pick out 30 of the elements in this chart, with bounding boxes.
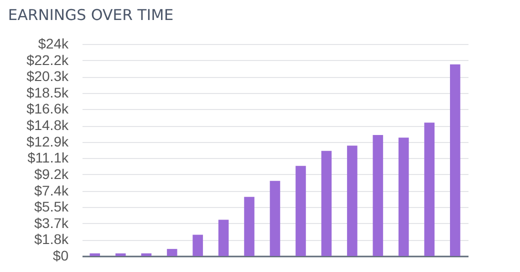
bar — [90, 253, 100, 256]
bar — [372, 134, 384, 256]
y-tick-label: $5.5k — [34, 198, 70, 215]
bar — [424, 122, 435, 256]
bar — [347, 146, 358, 256]
y-tick-label: $0 — [52, 248, 69, 264]
bar — [321, 150, 332, 256]
bar — [270, 180, 280, 256]
bar — [244, 196, 254, 256]
bar — [141, 253, 152, 256]
bar — [166, 248, 178, 256]
y-tick-label: $11.1k — [28, 150, 70, 166]
y-tick-label: $22.2k — [26, 52, 70, 68]
y-tick-label: $3.7k — [34, 214, 70, 231]
y-tick-label: $20.3k — [26, 68, 70, 84]
chart-title: EARNINGS OVER TIME — [8, 6, 174, 24]
y-tick-label: $9.2k — [34, 166, 70, 182]
y-tick-label: $1.8k — [34, 231, 70, 248]
bar — [115, 253, 126, 256]
y-tick-label: $12.9k — [26, 133, 70, 150]
bar — [398, 138, 409, 256]
y-tick-label: $14.8k — [26, 117, 70, 134]
bar — [296, 166, 306, 256]
y-tick-label: $16.6k — [26, 100, 70, 117]
bar — [218, 220, 229, 256]
bar — [192, 234, 203, 256]
y-tick-label: $18.5k — [26, 84, 70, 100]
y-tick-label: $7.4k — [34, 182, 70, 198]
bar — [450, 64, 460, 256]
y-tick-label: $24k — [38, 36, 70, 52]
